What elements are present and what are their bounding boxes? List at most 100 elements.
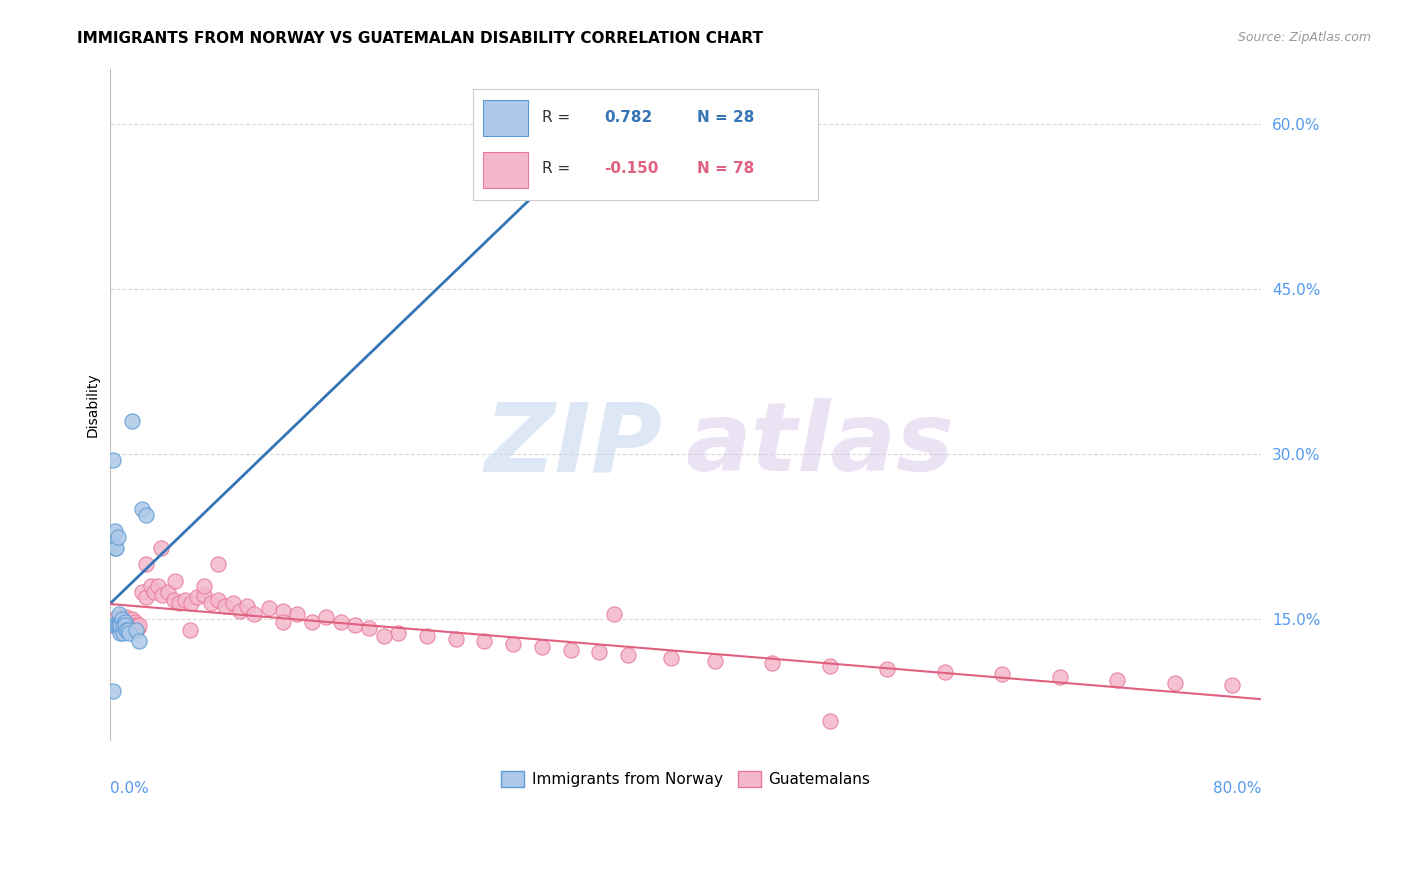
Point	[127, 621, 149, 635]
Y-axis label: Disability: Disability	[86, 372, 100, 437]
Point	[236, 599, 259, 613]
Point	[530, 640, 553, 654]
Point	[111, 615, 134, 629]
Point	[114, 617, 136, 632]
Point	[103, 535, 125, 549]
Point	[108, 607, 131, 621]
Legend: Immigrants from Norway, Guatemalans: Immigrants from Norway, Guatemalans	[495, 765, 876, 793]
Point	[193, 579, 215, 593]
Point	[142, 584, 165, 599]
Point	[186, 591, 208, 605]
Point	[1107, 673, 1129, 687]
Point	[165, 574, 187, 588]
Point	[207, 558, 229, 572]
Point	[103, 684, 125, 698]
Point	[818, 658, 841, 673]
Point	[105, 617, 128, 632]
Point	[120, 621, 142, 635]
Point	[107, 615, 129, 629]
Point	[139, 579, 162, 593]
Point	[107, 617, 129, 632]
Point	[1049, 670, 1071, 684]
Text: 80.0%: 80.0%	[1213, 780, 1261, 796]
Point	[146, 579, 169, 593]
Point	[121, 414, 143, 428]
Point	[387, 625, 409, 640]
Point	[101, 617, 124, 632]
Point	[118, 625, 141, 640]
Point	[131, 502, 153, 516]
Point	[588, 645, 610, 659]
Point	[128, 617, 150, 632]
Point	[221, 596, 243, 610]
Point	[124, 615, 146, 629]
Point	[101, 617, 124, 632]
Point	[373, 629, 395, 643]
Point	[111, 612, 134, 626]
Point	[125, 617, 148, 632]
Point	[169, 596, 191, 610]
Point	[125, 624, 148, 638]
Point	[156, 584, 179, 599]
Point	[560, 643, 582, 657]
Point	[207, 592, 229, 607]
Point	[150, 588, 173, 602]
Text: atlas: atlas	[686, 399, 955, 491]
Point	[229, 603, 252, 617]
Point	[444, 632, 467, 647]
Point	[287, 607, 309, 621]
Point	[343, 617, 366, 632]
Point	[114, 615, 136, 629]
Point	[135, 558, 157, 572]
Point	[617, 648, 640, 662]
Point	[315, 610, 337, 624]
Point	[114, 617, 136, 632]
Text: IMMIGRANTS FROM NORWAY VS GUATEMALAN DISABILITY CORRELATION CHART: IMMIGRANTS FROM NORWAY VS GUATEMALAN DIS…	[77, 31, 763, 46]
Point	[1220, 678, 1243, 692]
Point	[112, 625, 135, 640]
Point	[104, 541, 127, 555]
Point	[115, 624, 138, 638]
Point	[121, 612, 143, 626]
Point	[502, 636, 524, 650]
Point	[703, 654, 725, 668]
Point	[180, 596, 202, 610]
Point	[876, 662, 898, 676]
Text: ZIP: ZIP	[485, 399, 662, 491]
Point	[818, 714, 841, 728]
Point	[179, 624, 201, 638]
Point	[112, 624, 135, 638]
Point	[115, 610, 138, 624]
Point	[104, 524, 127, 539]
Point	[1164, 676, 1187, 690]
Point	[131, 584, 153, 599]
Point	[107, 530, 129, 544]
Point	[117, 615, 139, 629]
Point	[135, 508, 157, 522]
Point	[103, 452, 125, 467]
Point	[603, 607, 626, 621]
Point	[271, 615, 294, 629]
Point	[257, 601, 280, 615]
Point	[991, 667, 1014, 681]
Point	[110, 625, 132, 640]
Point	[112, 617, 135, 632]
Point	[149, 541, 172, 555]
Point	[546, 166, 568, 180]
Point	[174, 592, 197, 607]
Point	[243, 607, 266, 621]
Point	[108, 617, 131, 632]
Point	[110, 610, 132, 624]
Point	[105, 541, 128, 555]
Point	[117, 624, 139, 638]
Point	[474, 634, 496, 648]
Point	[661, 651, 683, 665]
Point	[200, 596, 222, 610]
Point	[104, 612, 127, 626]
Point	[271, 603, 294, 617]
Point	[163, 592, 186, 607]
Point	[105, 617, 128, 632]
Point	[329, 615, 352, 629]
Point	[135, 591, 157, 605]
Point	[118, 617, 141, 632]
